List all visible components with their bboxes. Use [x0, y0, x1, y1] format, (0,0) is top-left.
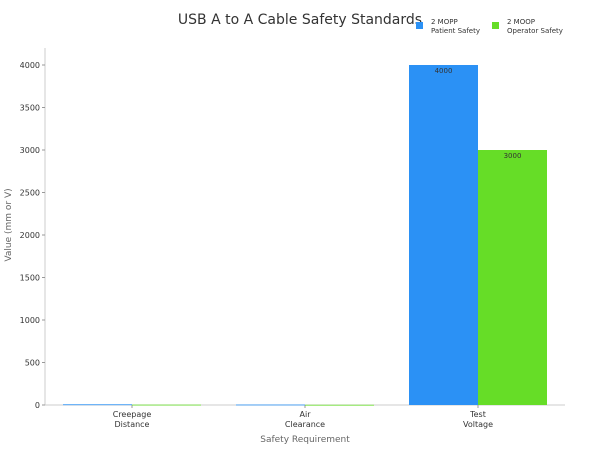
x-axis-label: Safety Requirement — [260, 435, 350, 445]
x-tick-label: Voltage — [463, 420, 493, 429]
y-tick-label: 4000 — [20, 61, 40, 70]
legend-label: 2 MOPP — [431, 18, 458, 26]
y-tick-label: 3500 — [20, 104, 40, 113]
y-tick-label: 2000 — [20, 231, 40, 240]
data-label: 3000 — [504, 152, 522, 160]
y-tick-label: 3000 — [20, 146, 40, 155]
bar — [409, 65, 478, 405]
chart-title: USB A to A Cable Safety Standards — [178, 12, 422, 28]
data-label: 4000 — [435, 67, 453, 75]
y-axis-label: Value (mm or V) — [4, 188, 14, 261]
x-tick-label: Air — [300, 410, 312, 419]
bar — [305, 404, 374, 406]
y-tick-label: 1000 — [20, 316, 40, 325]
bar — [63, 404, 132, 406]
legend-swatch — [416, 22, 423, 29]
bar — [478, 150, 547, 405]
x-tick-label: Creepage — [113, 410, 152, 419]
y-tick-label: 500 — [25, 359, 40, 368]
legend-label: Operator Safety — [507, 27, 563, 35]
bar — [236, 404, 305, 406]
legend-label: 2 MOOP — [507, 18, 535, 26]
y-tick-label: 1500 — [20, 274, 40, 283]
legend-swatch — [492, 22, 499, 29]
x-tick-label: Distance — [115, 420, 150, 429]
bar — [132, 404, 201, 406]
x-tick-label: Test — [469, 410, 486, 419]
y-tick-label: 2500 — [20, 189, 40, 198]
legend-label: Patient Safety — [431, 27, 480, 35]
x-tick-label: Clearance — [285, 420, 325, 429]
y-tick-label: 0 — [35, 401, 40, 410]
